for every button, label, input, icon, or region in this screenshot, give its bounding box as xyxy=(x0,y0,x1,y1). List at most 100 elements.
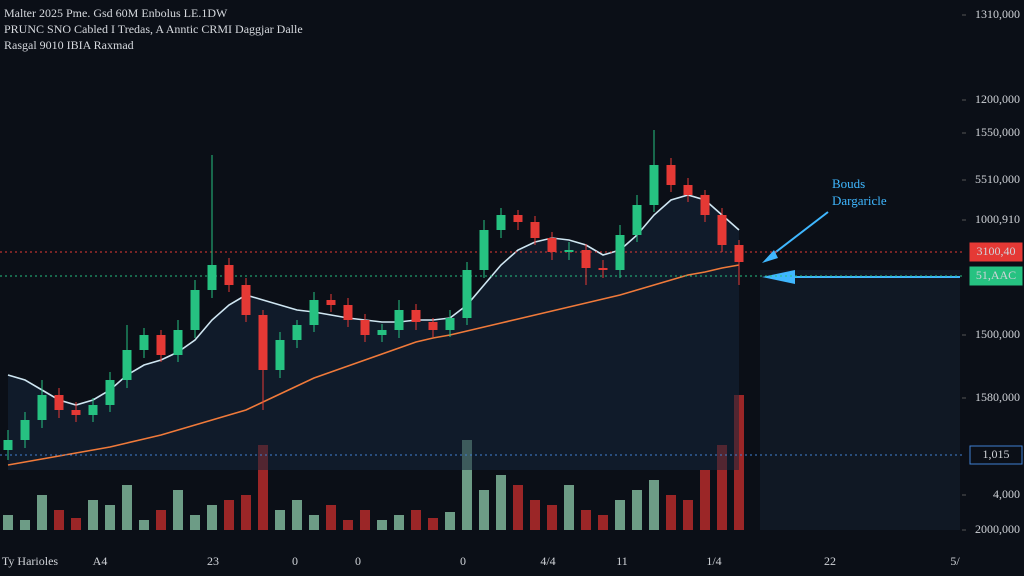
candle-body xyxy=(394,310,404,330)
candle-body xyxy=(326,300,336,305)
candle-body xyxy=(581,250,591,268)
candle-body xyxy=(139,335,149,350)
volume-bar xyxy=(122,485,132,530)
volume-bar xyxy=(54,510,64,530)
volume-bar xyxy=(156,510,166,530)
volume-bar xyxy=(207,505,217,530)
candle-body xyxy=(496,215,506,230)
volume-bar xyxy=(615,500,625,530)
volume-bar xyxy=(700,470,710,530)
y-tick-label: 1580,000 xyxy=(975,390,1020,404)
volume-bar xyxy=(632,490,642,530)
candle-body xyxy=(207,265,217,290)
annotation-line: Bouds xyxy=(832,176,865,191)
x-tick-label: 0 xyxy=(292,554,298,568)
price-tag-label: 1,015 xyxy=(983,447,1010,461)
y-tick-label: 1310,000 xyxy=(975,7,1020,21)
volume-bar xyxy=(343,520,353,530)
volume-bar xyxy=(224,500,234,530)
volume-bar xyxy=(428,518,438,530)
volume-bar xyxy=(717,445,727,530)
volume-bar xyxy=(513,485,523,530)
price-tag xyxy=(969,242,1023,262)
candle-body xyxy=(411,310,421,322)
candle-body xyxy=(666,165,676,185)
volume-bar xyxy=(547,505,557,530)
x-tick-label: 5/ xyxy=(950,554,960,568)
volume-bar xyxy=(275,510,285,530)
candle-body xyxy=(428,322,438,330)
volume-tick-label: 2000,000 xyxy=(975,522,1020,536)
volume-bar xyxy=(445,512,455,530)
future-zone xyxy=(760,270,960,530)
candle-body xyxy=(173,330,183,355)
annotation: Bouds Dargaricle xyxy=(762,176,960,284)
candle-body xyxy=(377,330,387,335)
x-tick-label: 4/4 xyxy=(540,554,555,568)
candle-body xyxy=(564,250,574,252)
candle-body xyxy=(275,340,285,370)
candle-body xyxy=(547,238,557,252)
candle-body xyxy=(71,410,81,415)
volume-bar xyxy=(88,500,98,530)
annotation-arrow xyxy=(767,211,829,259)
candle-body xyxy=(615,235,625,270)
candle-body xyxy=(105,380,115,405)
volume-bar xyxy=(683,500,693,530)
x-tick-label: 0 xyxy=(355,554,361,568)
price-tag-label: 51,AAC xyxy=(976,268,1016,282)
volume-bar xyxy=(666,495,676,530)
candle-body xyxy=(360,320,370,335)
ma-area xyxy=(8,195,739,470)
volume-bar xyxy=(105,505,115,530)
candle-body xyxy=(292,325,302,340)
volume-bar xyxy=(411,510,421,530)
volume-bar xyxy=(71,518,81,530)
header-note: Rasgal 9010 IBIA Raxmad xyxy=(4,38,134,52)
candle-body xyxy=(88,405,98,415)
candle-body xyxy=(700,195,710,215)
volume-bar xyxy=(581,510,591,530)
candle-body xyxy=(445,318,455,330)
volume-tick-label: 4,000 xyxy=(993,487,1020,501)
volume-bar xyxy=(37,495,47,530)
volume-bar xyxy=(377,520,387,530)
y-tick-label: 5510,000 xyxy=(975,172,1020,186)
price-tag xyxy=(969,445,1023,465)
volume-bar xyxy=(309,515,319,530)
y-tick-label: 1550,000 xyxy=(975,125,1020,139)
volume-bar xyxy=(139,520,149,530)
candle-body xyxy=(156,335,166,355)
volume-bar xyxy=(173,490,183,530)
volume-bar xyxy=(360,510,370,530)
candle-body xyxy=(530,222,540,238)
candle-body xyxy=(632,205,642,235)
x-tick-label: 1/4 xyxy=(706,554,721,568)
volume-bar xyxy=(326,505,336,530)
volume-bar xyxy=(394,515,404,530)
y-tick-label: 1000,910 xyxy=(975,212,1020,226)
candle-body xyxy=(513,215,523,222)
y-tick-label: 1500,000 xyxy=(975,327,1020,341)
x-tick-label: A4 xyxy=(93,554,108,568)
candle-body xyxy=(734,245,744,262)
candle-body xyxy=(224,265,234,285)
candle-body xyxy=(343,305,353,320)
candle-body xyxy=(258,315,268,370)
volume-bar xyxy=(598,515,608,530)
candle-body xyxy=(241,285,251,315)
volume-bar xyxy=(20,520,30,530)
candle-body xyxy=(3,440,13,450)
volume-bar xyxy=(530,500,540,530)
x-tick-label: 0 xyxy=(460,554,466,568)
annotation-line: Dargaricle xyxy=(832,193,887,208)
volume-bar xyxy=(241,495,251,530)
candle-body xyxy=(462,270,472,318)
candle-body xyxy=(598,268,608,270)
candle-body xyxy=(717,215,727,245)
candle-body xyxy=(37,395,47,420)
volume-bar xyxy=(649,480,659,530)
candle-body xyxy=(649,165,659,205)
candle-body xyxy=(683,185,693,195)
